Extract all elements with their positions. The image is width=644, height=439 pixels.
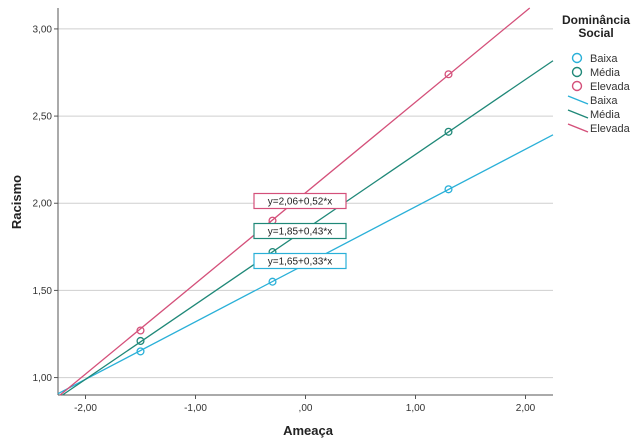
equation-label: y=2,06+0,52*x — [268, 197, 333, 208]
y-tick-label: 1,00 — [33, 373, 53, 384]
legend-line — [567, 123, 589, 133]
y-tick-label: 1,50 — [33, 286, 53, 297]
legend-label: Média — [590, 67, 621, 79]
legend-label: Média — [590, 109, 621, 121]
data-point — [444, 185, 453, 194]
x-axis-title: Ameaça — [283, 423, 334, 438]
data-point — [268, 277, 277, 286]
legend-label: Elevada — [590, 123, 631, 135]
data-point — [136, 326, 145, 335]
legend-label: Baixa — [590, 53, 618, 65]
legend-line — [567, 95, 589, 105]
x-tick-label: ,00 — [299, 403, 313, 414]
x-tick-label: 1,00 — [406, 403, 426, 414]
equation-box — [253, 222, 347, 240]
legend-marker — [571, 52, 583, 64]
y-tick-label: 3,00 — [33, 24, 53, 35]
x-tick-label: -1,00 — [184, 403, 207, 414]
y-tick-label: 2,00 — [33, 199, 53, 210]
data-point — [136, 336, 145, 346]
x-tick-label: -2,00 — [74, 403, 97, 414]
equation-label: y=1,65+0,33*x — [268, 257, 333, 268]
equation-label: y=1,85+0,43*x — [268, 227, 333, 238]
data-point — [444, 70, 453, 79]
legend-title: Social — [578, 26, 613, 40]
legend-label: Elevada — [590, 81, 631, 93]
legend-marker — [571, 80, 583, 92]
equation-box — [253, 192, 347, 210]
legend-marker — [571, 66, 583, 78]
legend-label: Baixa — [590, 95, 618, 107]
y-axis-title: Racismo — [9, 175, 24, 229]
data-point — [136, 347, 145, 356]
legend-title: Dominância — [562, 13, 630, 27]
legend-line — [567, 109, 589, 119]
data-point — [444, 127, 453, 136]
y-tick-label: 2,50 — [33, 112, 53, 123]
equation-box — [253, 252, 347, 270]
x-tick-label: 2,00 — [516, 403, 536, 414]
